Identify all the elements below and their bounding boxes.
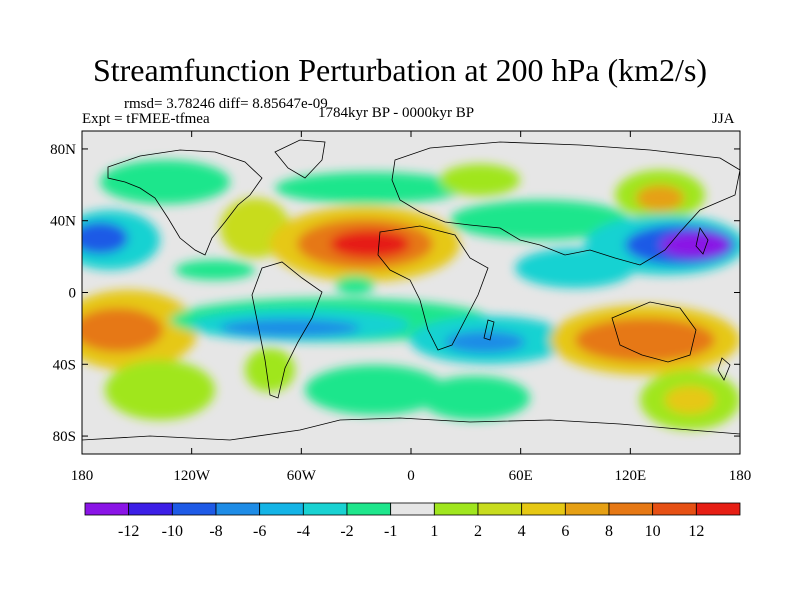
- greenland-coast: [274, 139, 326, 179]
- eurasia-coast: [391, 141, 740, 266]
- japan-coast: [695, 226, 709, 255]
- lon-tick-label: 60W: [287, 468, 317, 484]
- contour-patch: [175, 260, 255, 280]
- lon-tick-label: 120E: [614, 468, 646, 484]
- colorbar-swatch: [608, 502, 654, 516]
- stats-text: rmsd= 3.78246 diff= 8.85647e-09: [124, 96, 328, 112]
- plot-title: Streamfunction Perturbation at 200 hPa (…: [92, 52, 708, 88]
- new-zealand-coast: [717, 357, 731, 381]
- africa-coast: [377, 225, 489, 351]
- contour-patch: [245, 348, 295, 392]
- colorbar-label: 8: [605, 523, 613, 540]
- lat-tick-label: 80N: [50, 142, 76, 158]
- experiment-label: Expt = tFMEE-tfmea: [82, 111, 210, 127]
- season-label: JJA: [712, 111, 735, 127]
- lat-tick-label: 0: [69, 286, 77, 302]
- madagascar-coast: [483, 319, 495, 341]
- colorbar-swatch: [477, 502, 523, 516]
- colorbar-label: -2: [340, 523, 353, 540]
- contour-patch: [105, 360, 215, 420]
- colorbar-swatch: [302, 502, 348, 516]
- contour-patch: [450, 200, 630, 240]
- colorbar-swatch: [652, 502, 697, 516]
- colorbar-label: -4: [297, 523, 310, 540]
- lon-tick-label: 120W: [173, 468, 211, 484]
- lon-tick-label: 0: [407, 468, 415, 484]
- colorbar-label: 10: [645, 523, 661, 540]
- colorbar-swatch: [695, 502, 741, 516]
- contour-patch: [665, 386, 715, 414]
- colorbar-label: 4: [518, 523, 526, 540]
- contour-patch: [420, 376, 530, 420]
- contour-patch: [82, 222, 128, 254]
- colorbar-swatch: [390, 502, 435, 516]
- contour-patch: [335, 276, 375, 294]
- colorbar-label: -10: [162, 523, 183, 540]
- contour-patch: [82, 308, 163, 352]
- contour-patch: [440, 164, 520, 196]
- colorbar-label: -12: [118, 523, 139, 540]
- contour-patch: [275, 172, 465, 204]
- antarctica-coast: [82, 417, 740, 441]
- colorbar-swatch: [521, 502, 566, 516]
- colorbar-label: 12: [688, 523, 704, 540]
- lon-tick-label: 180: [729, 468, 752, 484]
- colorbar-label: -8: [209, 523, 222, 540]
- colorbar-swatch: [215, 502, 261, 516]
- contour-patch: [330, 230, 410, 258]
- contour-patch: [660, 232, 730, 258]
- coastlines: [82, 139, 740, 441]
- colorbar-swatch: [433, 502, 479, 516]
- colorbar-swatch: [128, 502, 173, 516]
- lat-tick-label: 40N: [50, 214, 76, 230]
- colorbar-swatch: [346, 502, 392, 516]
- lat-tick-label: 80S: [53, 429, 76, 445]
- contour-fields: [82, 160, 740, 430]
- period-label: 1784kyr BP - 0000kyr BP: [318, 105, 475, 121]
- colorbar-label: 1: [430, 523, 438, 540]
- colorbar-label: 6: [561, 523, 569, 540]
- colorbar-swatch: [171, 502, 217, 516]
- lon-tick-label: 60E: [509, 468, 533, 484]
- colorbar-label: -1: [384, 523, 397, 540]
- lat-tick-label: 40S: [53, 357, 76, 373]
- contour-patch: [575, 318, 715, 362]
- colorbar-label: -6: [253, 523, 266, 540]
- contour-patch: [100, 160, 230, 204]
- colorbar-swatch: [84, 502, 130, 516]
- colorbar: -12 -10 -8 -6 -4 -2 -1 1 2 4 6 8 10 12: [84, 502, 741, 540]
- colorbar-swatch: [259, 502, 304, 516]
- lon-tick-label: 180: [71, 468, 94, 484]
- australia-coast: [611, 301, 697, 363]
- south-america-coast: [251, 261, 323, 399]
- contour-patch: [445, 331, 525, 353]
- contour-patch: [636, 185, 684, 211]
- colorbar-label: 2: [474, 523, 482, 540]
- longitude-axis: 180 120W 60W 0 60E 120E 180: [71, 131, 752, 484]
- north-america-coast: [107, 149, 263, 256]
- contour-patch: [220, 319, 360, 337]
- contour-patch: [305, 365, 445, 415]
- latitude-axis: 80N 40N 0 40S 80S: [50, 142, 740, 445]
- contour-patch: [515, 248, 635, 288]
- colorbar-swatch: [564, 502, 610, 516]
